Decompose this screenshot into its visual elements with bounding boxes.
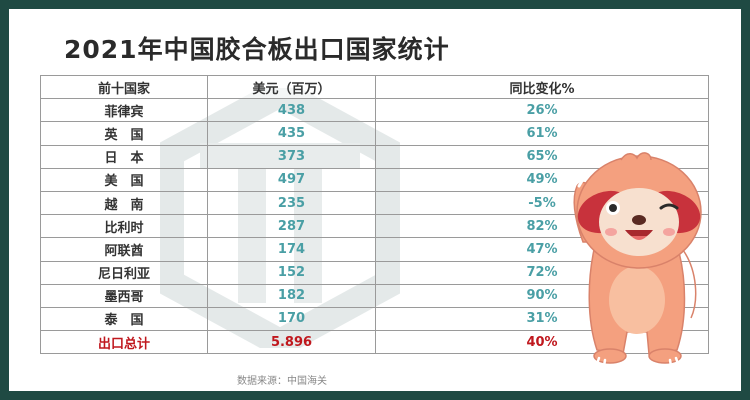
country-cell: 菲律宾 <box>40 98 208 123</box>
table-row: 菲律宾 438 26% <box>40 98 709 123</box>
country-cell: 阿联酋 <box>40 237 208 262</box>
table-row: 越 南 235 -5% <box>40 190 709 216</box>
country-cell: 尼日利亚 <box>40 260 208 285</box>
value-cell: 170 <box>207 306 376 332</box>
value-cell: 373 <box>207 144 376 169</box>
country-cell: 日 本 <box>40 144 208 169</box>
source-note: 数据来源：中国海关 <box>237 376 327 387</box>
value-cell: 497 <box>207 167 376 192</box>
value-cell: 287 <box>207 214 376 239</box>
value-cell: 174 <box>207 237 376 262</box>
value-cell: 182 <box>207 283 376 308</box>
page-title: 2021年中国胶合板出口国家统计 <box>64 35 450 64</box>
sloth-mascot-icon <box>571 152 702 368</box>
country-cell: 美 国 <box>40 167 208 192</box>
change-cell: 26% <box>375 98 709 123</box>
total-value-cell: 5.896 <box>207 330 376 355</box>
country-cell: 墨西哥 <box>40 283 208 308</box>
value-cell: 435 <box>207 121 376 146</box>
country-cell: 比利时 <box>40 214 208 239</box>
total-row: 出口总计 5.896 40% <box>40 330 709 355</box>
country-cell: 英 国 <box>40 121 208 146</box>
country-cell: 泰 国 <box>40 306 208 332</box>
value-cell: 235 <box>207 190 376 216</box>
total-label-cell: 出口总计 <box>40 330 208 355</box>
table-header-row: 前十国家 美元（百万） 同比变化% <box>40 74 709 100</box>
header-change: 同比变化% <box>375 74 709 100</box>
table-row: 英 国 435 61% <box>40 121 709 146</box>
change-cell: 61% <box>375 121 709 146</box>
header-country: 前十国家 <box>40 74 208 100</box>
table-row: 日 本 373 65% <box>40 144 709 169</box>
value-cell: 152 <box>207 260 376 285</box>
table-row: 尼日利亚 152 72% <box>40 260 709 285</box>
header-value: 美元（百万） <box>207 74 376 100</box>
country-cell: 越 南 <box>40 190 208 216</box>
value-cell: 438 <box>207 98 376 123</box>
